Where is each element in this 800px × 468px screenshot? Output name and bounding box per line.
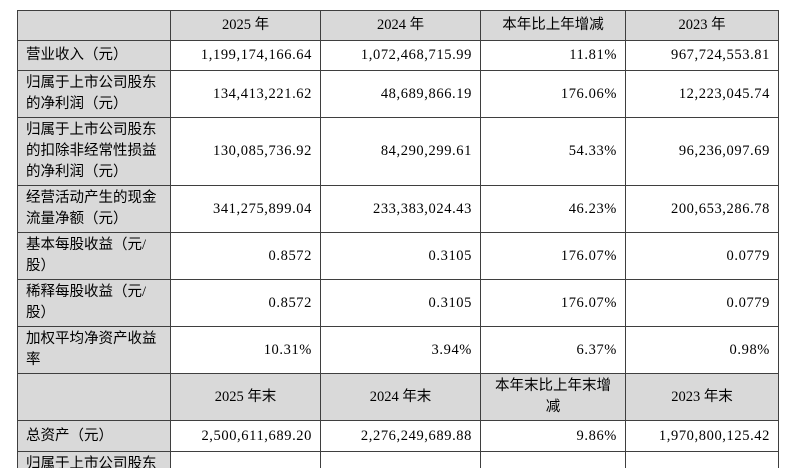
value-2023: 967,724,553.81: [625, 40, 779, 71]
header-year-end-change: 本年末比上年末增减: [480, 373, 626, 422]
value-2025: 1,341,618,028.56: [170, 451, 321, 468]
value-2024: 233,383,024.43: [320, 185, 481, 234]
value-change: 46.23%: [480, 185, 626, 234]
value-change: 11.81%: [480, 40, 626, 71]
row-label: 营业收入（元）: [17, 40, 171, 71]
value-2024: 1,251,635,065.14: [320, 451, 481, 468]
header-2023: 2023 年: [625, 10, 779, 41]
value-2025: 2,500,611,689.20: [170, 420, 321, 453]
value-2024: 1,072,468,715.99: [320, 40, 481, 71]
value-change: 176.07%: [480, 232, 626, 281]
header-corner-cell: [17, 10, 171, 41]
table-row-deducted-net-profit: 归属于上市公司股东的扣除非经常性损益的净利润（元） 130,085,736.92…: [17, 117, 779, 187]
value-2023: 12,223,045.74: [625, 69, 779, 119]
table-row-total-assets: 总资产（元） 2,500,611,689.20 2,276,249,689.88…: [17, 420, 779, 453]
value-change: 7.19%: [480, 451, 626, 468]
header-2024: 2024 年: [320, 10, 481, 41]
value-2023: 0.0779: [625, 279, 779, 328]
value-2024: 2,276,249,689.88: [320, 420, 481, 453]
value-2025: 10.31%: [170, 326, 321, 375]
table-row-net-assets: 归属于上市公司股东的净资产（元） 1,341,618,028.56 1,251,…: [17, 451, 779, 468]
table-header-row-year-end: 2025 年末 2024 年末 本年末比上年末增减 2023 年末: [17, 373, 779, 422]
value-change: 176.07%: [480, 279, 626, 328]
row-label: 经营活动产生的现金流量净额（元）: [17, 185, 171, 234]
value-2024: 0.3105: [320, 232, 481, 281]
row-label: 加权平均净资产收益率: [17, 326, 171, 375]
row-label: 基本每股收益（元/股）: [17, 232, 171, 281]
header-2024-end: 2024 年末: [320, 373, 481, 422]
value-2023: 1,220,995,746.55: [625, 451, 779, 468]
value-2024: 0.3105: [320, 279, 481, 328]
header-2025-end: 2025 年末: [170, 373, 321, 422]
header-yoy-change: 本年比上年增减: [480, 10, 626, 41]
value-2023: 0.0779: [625, 232, 779, 281]
table-row-net-profit: 归属于上市公司股东的净利润（元） 134,413,221.62 48,689,8…: [17, 69, 779, 119]
table-row-diluted-eps: 稀释每股收益（元/股） 0.8572 0.3105 176.07% 0.0779: [17, 279, 779, 328]
value-2025: 1,199,174,166.64: [170, 40, 321, 71]
table-row-revenue: 营业收入（元） 1,199,174,166.64 1,072,468,715.9…: [17, 40, 779, 71]
value-2025: 341,275,899.04: [170, 185, 321, 234]
value-2023: 0.98%: [625, 326, 779, 375]
table-header-row-annual: 2025 年 2024 年 本年比上年增减 2023 年: [17, 10, 779, 41]
financial-indicators-table: 2025 年 2024 年 本年比上年增减 2023 年 营业收入（元） 1,1…: [17, 10, 779, 468]
value-change: 176.06%: [480, 69, 626, 119]
header-2025: 2025 年: [170, 10, 321, 41]
table-row-operating-cash-flow: 经营活动产生的现金流量净额（元） 341,275,899.04 233,383,…: [17, 185, 779, 234]
row-label: 总资产（元）: [17, 420, 171, 453]
value-2023: 200,653,286.78: [625, 185, 779, 234]
header-corner-cell: [17, 373, 171, 422]
row-label: 归属于上市公司股东的净利润（元）: [17, 69, 171, 119]
value-2023: 1,970,800,125.42: [625, 420, 779, 453]
row-label: 稀释每股收益（元/股）: [17, 279, 171, 328]
value-change: 6.37%: [480, 326, 626, 375]
table-row-weighted-roe: 加权平均净资产收益率 10.31% 3.94% 6.37% 0.98%: [17, 326, 779, 375]
row-label: 归属于上市公司股东的扣除非经常性损益的净利润（元）: [17, 117, 171, 187]
header-2023-end: 2023 年末: [625, 373, 779, 422]
row-label: 归属于上市公司股东的净资产（元）: [17, 451, 171, 468]
value-2025: 130,085,736.92: [170, 117, 321, 187]
value-2024: 84,290,299.61: [320, 117, 481, 187]
value-2025: 0.8572: [170, 232, 321, 281]
value-2024: 3.94%: [320, 326, 481, 375]
value-2024: 48,689,866.19: [320, 69, 481, 119]
value-2025: 0.8572: [170, 279, 321, 328]
table-row-basic-eps: 基本每股收益（元/股） 0.8572 0.3105 176.07% 0.0779: [17, 232, 779, 281]
value-2023: 96,236,097.69: [625, 117, 779, 187]
value-2025: 134,413,221.62: [170, 69, 321, 119]
value-change: 54.33%: [480, 117, 626, 187]
value-change: 9.86%: [480, 420, 626, 453]
